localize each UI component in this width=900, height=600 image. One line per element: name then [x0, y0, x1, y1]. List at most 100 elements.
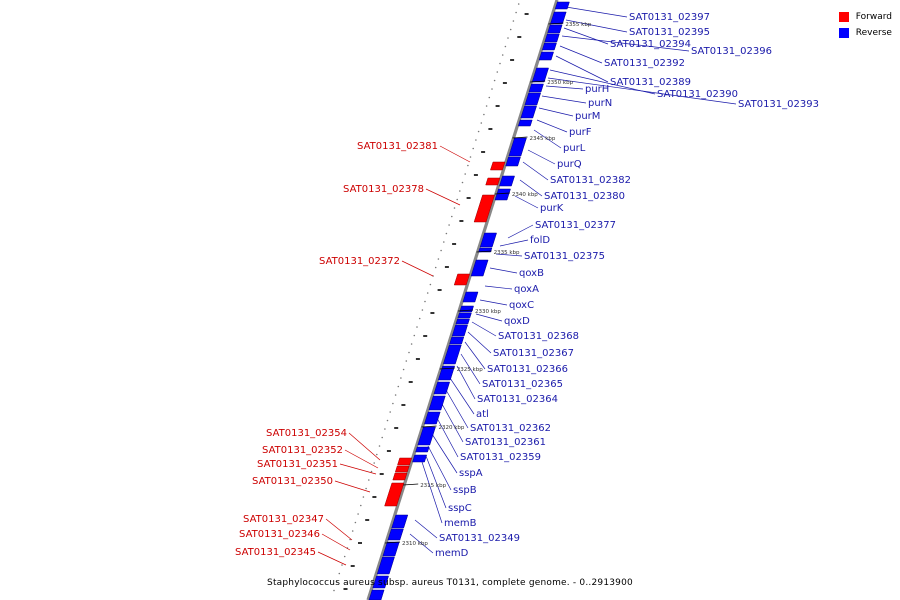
reverse-gene-label[interactable]: SAT0131_02395: [629, 27, 710, 38]
ring-dot: [362, 496, 365, 498]
forward-gene-label[interactable]: SAT0131_02347: [243, 514, 324, 525]
reverse-gene-label[interactable]: atl: [476, 409, 489, 420]
ring-dot: [461, 181, 464, 184]
leader-line: [479, 299, 508, 306]
reverse-gene-label[interactable]: SAT0131_02390: [657, 89, 738, 100]
leader-line: [467, 331, 492, 354]
leader-line: [464, 341, 486, 370]
reverse-gene-label[interactable]: purF: [569, 127, 592, 138]
forward-gene-label[interactable]: SAT0131_02354: [266, 428, 347, 439]
forward-gene-label[interactable]: SAT0131_02378: [343, 184, 424, 195]
reverse-gene-label[interactable]: sspA: [459, 468, 483, 479]
leader-line: [514, 195, 539, 209]
scale-tick-label: 2335 kbp: [494, 250, 520, 256]
reverse-gene-label[interactable]: SAT0131_02366: [487, 364, 568, 375]
forward-gene-label[interactable]: SAT0131_02345: [235, 547, 316, 558]
reverse-gene-block: [387, 528, 404, 541]
ring-dot: [421, 309, 424, 311]
reverse-gene-label[interactable]: SAT0131_02377: [535, 220, 616, 231]
reverse-gene-block: [508, 137, 527, 157]
forward-gene-label[interactable]: SAT0131_02350: [252, 476, 333, 487]
reverse-gene-block: [524, 92, 542, 106]
reverse-gene-label[interactable]: SAT0131_02397: [629, 12, 710, 23]
forward-gene-label[interactable]: SAT0131_02372: [319, 256, 400, 267]
reverse-gene-block: [376, 556, 395, 575]
reverse-gene-label[interactable]: purM: [575, 111, 600, 122]
leader-line: [339, 463, 377, 475]
reverse-gene-label[interactable]: SAT0131_02359: [460, 452, 541, 463]
forward-gene-block: [397, 457, 413, 466]
reverse-gene-label[interactable]: qoxA: [514, 284, 539, 295]
scale-tick-label: 2355 kbp: [565, 22, 591, 28]
forward-gene-label[interactable]: SAT0131_02346: [239, 529, 320, 540]
reverse-gene-label[interactable]: purH: [585, 84, 609, 95]
reverse-gene-label[interactable]: purN: [588, 98, 612, 109]
reverse-gene-label[interactable]: SAT0131_02396: [691, 46, 772, 57]
ring-dot: [370, 470, 373, 473]
leader-line: [555, 55, 609, 83]
reverse-gene-label[interactable]: SAT0131_02364: [477, 394, 558, 405]
ring-dot: [488, 96, 491, 99]
ring-dot: [499, 62, 501, 65]
reverse-gene-block: [437, 365, 456, 381]
leader-line: [484, 285, 513, 290]
ring-dot: [343, 555, 346, 558]
leader-line: [321, 533, 351, 551]
reverse-gene-label[interactable]: SAT0131_02361: [465, 437, 546, 448]
ring-dot: [357, 513, 359, 515]
reverse-gene-label[interactable]: SAT0131_02380: [544, 191, 625, 202]
reverse-gene-label[interactable]: SAT0131_02394: [610, 39, 691, 50]
ring-dot: [384, 428, 386, 430]
reverse-gene-block: [479, 232, 497, 248]
reverse-gene-label[interactable]: qoxC: [509, 300, 534, 311]
leader-line: [559, 45, 603, 64]
reverse-gene-label[interactable]: SAT0131_02393: [738, 99, 819, 110]
reverse-gene-label[interactable]: SAT0131_02362: [470, 423, 551, 434]
ring-dot: [413, 334, 416, 337]
reverse-gene-label[interactable]: purL: [563, 143, 586, 154]
forward-gene-label[interactable]: SAT0131_02351: [257, 459, 338, 470]
reverse-gene-label[interactable]: SAT0131_02349: [439, 533, 520, 544]
reverse-gene-label[interactable]: SAT0131_02392: [604, 58, 685, 69]
scale-tick: [494, 192, 510, 195]
ring-dot: [410, 343, 413, 345]
leader-line: [519, 179, 543, 197]
reverse-gene-block: [424, 411, 441, 425]
scale-tick-label: 2315 kbp: [420, 483, 446, 489]
reverse-gene-label[interactable]: qoxD: [504, 316, 530, 327]
scale-tick: [384, 541, 401, 544]
scale-tick: [476, 250, 492, 253]
reverse-gene-label[interactable]: sspB: [453, 485, 477, 496]
reverse-gene-label[interactable]: memD: [435, 548, 469, 559]
leader-line: [561, 35, 690, 52]
leader-line: [541, 95, 587, 104]
ring-dot: [429, 283, 432, 286]
reverse-gene-label[interactable]: SAT0131_02389: [610, 77, 691, 88]
reverse-gene-block: [455, 318, 470, 325]
reverse-gene-block: [417, 426, 436, 446]
reverse-gene-label[interactable]: SAT0131_02368: [498, 331, 579, 342]
reverse-gene-label[interactable]: qoxB: [519, 268, 544, 279]
reverse-gene-label[interactable]: SAT0131_02365: [482, 379, 563, 390]
leader-line: [507, 224, 534, 239]
reverse-gene-label[interactable]: SAT0131_02382: [550, 175, 631, 186]
leader-line: [527, 149, 556, 165]
reverse-gene-label[interactable]: memB: [444, 518, 477, 529]
reverse-gene-label[interactable]: purK: [540, 203, 564, 214]
scale-tick: [421, 425, 437, 428]
forward-gene-label[interactable]: SAT0131_02352: [262, 445, 343, 456]
reverse-gene-label[interactable]: purQ: [557, 159, 582, 170]
reverse-gene-label[interactable]: sspC: [448, 503, 472, 514]
reverse-gene-block: [494, 188, 511, 201]
leader-line: [563, 27, 609, 45]
ring-dot: [354, 521, 357, 524]
leader-line: [538, 107, 574, 117]
reverse-gene-label[interactable]: SAT0131_02375: [524, 251, 605, 262]
leader-line: [522, 161, 549, 181]
reverse-gene-label[interactable]: SAT0131_02367: [493, 348, 574, 359]
forward-gene-block: [473, 194, 495, 223]
ring-dot: [472, 147, 475, 150]
forward-gene-label[interactable]: SAT0131_02381: [357, 141, 438, 152]
reverse-gene-label[interactable]: folD: [530, 235, 550, 246]
